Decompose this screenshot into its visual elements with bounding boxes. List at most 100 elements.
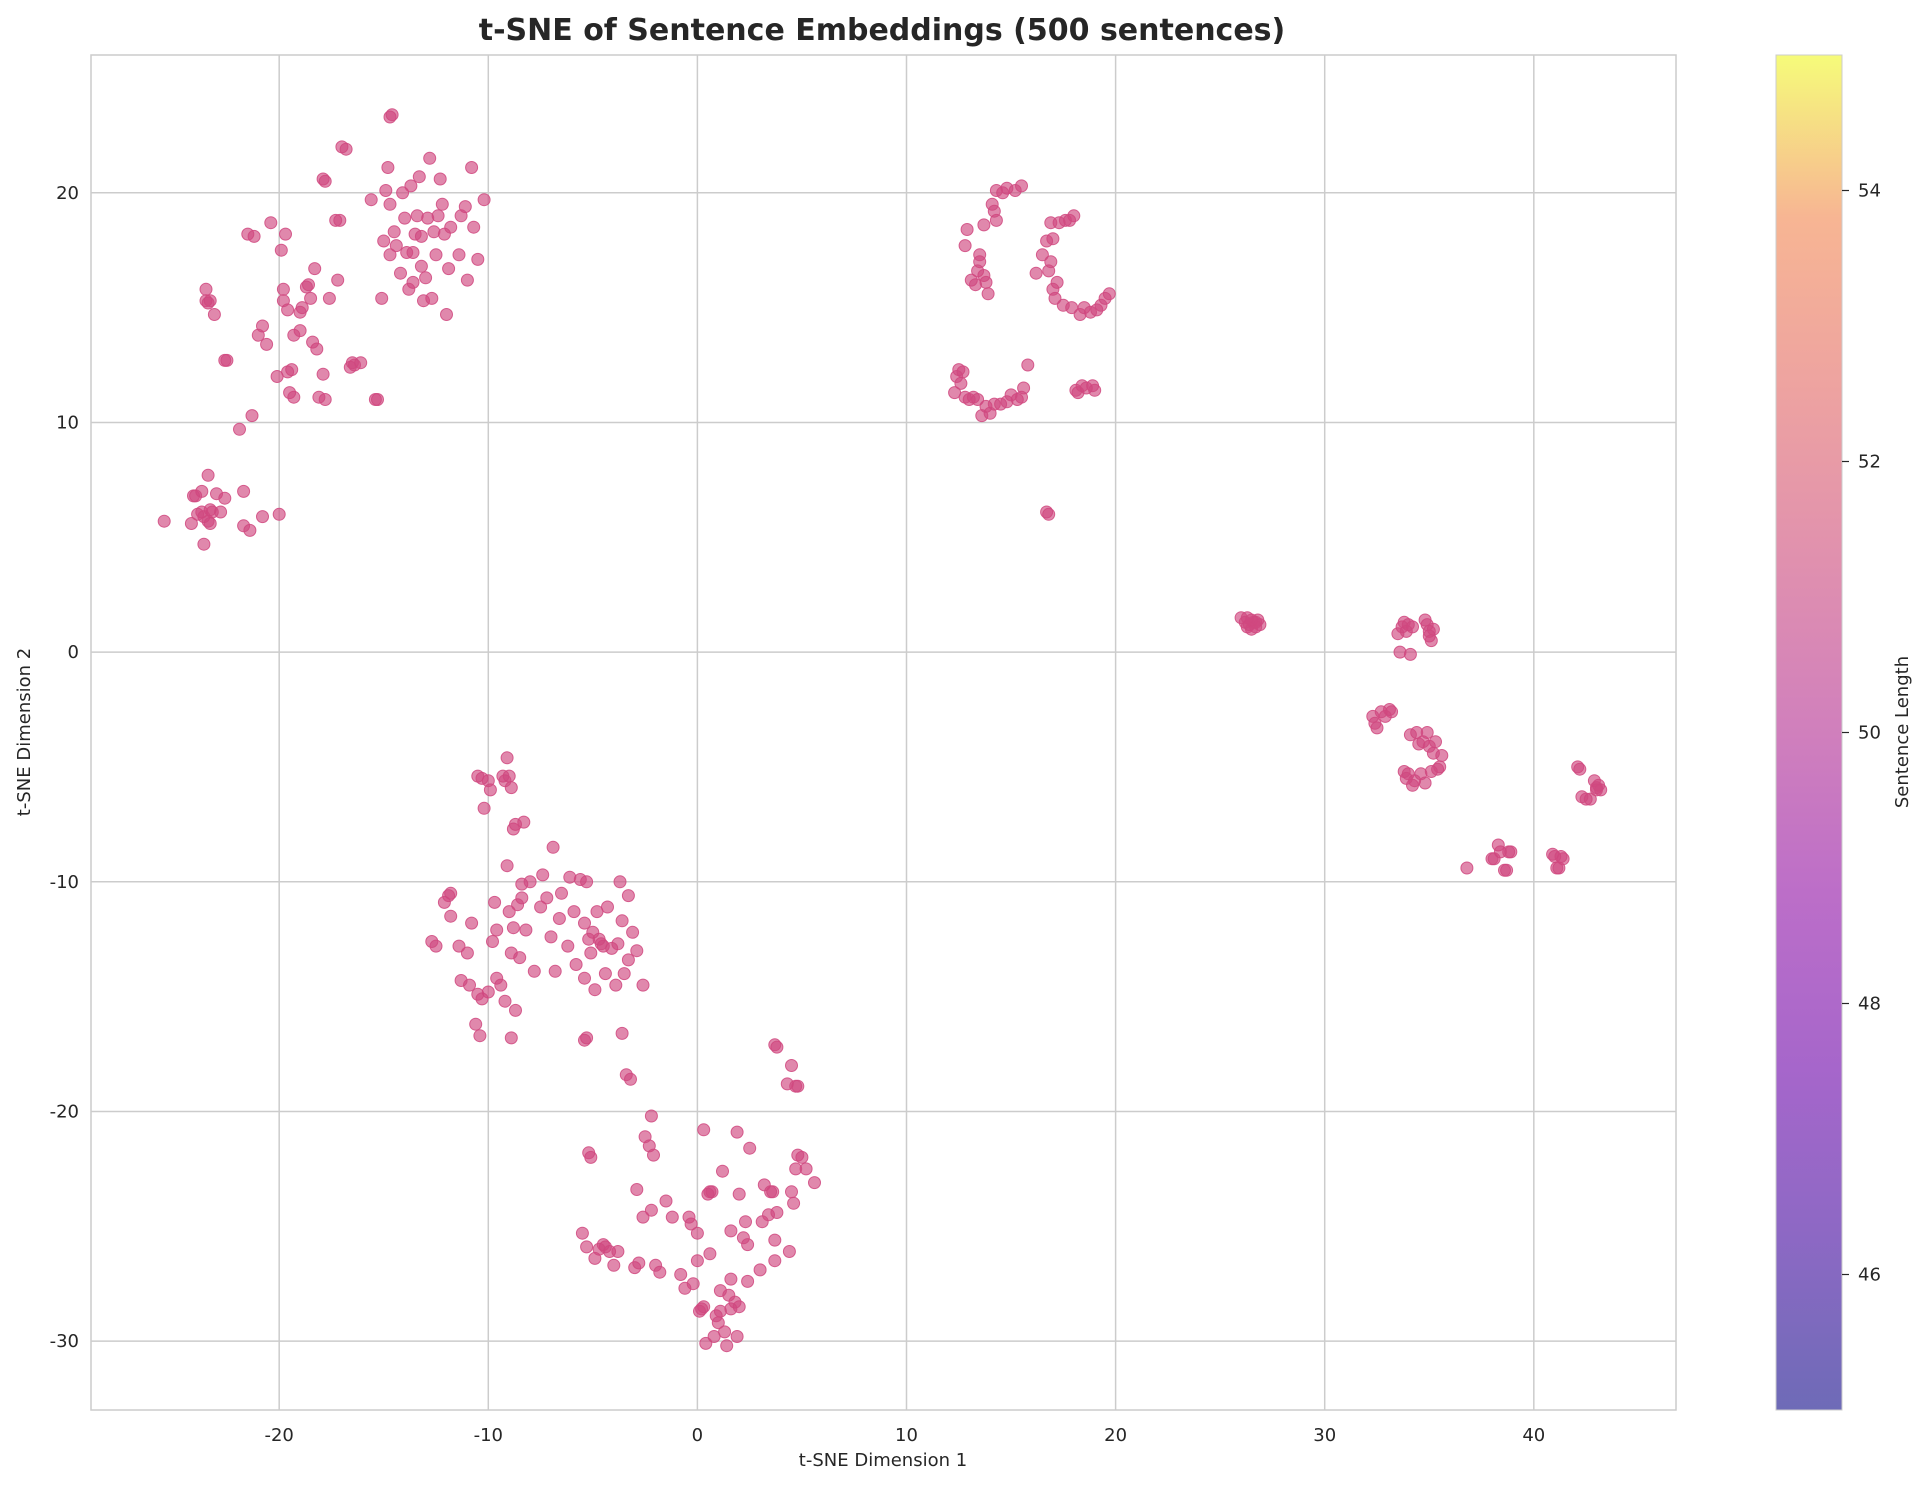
- data-point: [220, 353, 234, 367]
- y-tick-label: -20: [50, 1101, 79, 1122]
- data-point: [607, 1258, 621, 1272]
- data-point: [414, 259, 428, 273]
- data-point: [500, 751, 514, 765]
- data-point: [644, 1203, 658, 1217]
- data-point: [1420, 726, 1434, 739]
- data-point: [546, 840, 560, 854]
- data-point: [465, 161, 479, 174]
- data-point: [785, 1059, 798, 1072]
- data-point: [1015, 179, 1028, 193]
- data-point: [580, 1031, 594, 1045]
- data-point: [452, 939, 466, 953]
- data-point: [233, 422, 246, 436]
- data-point: [293, 324, 307, 338]
- data-point: [795, 1150, 809, 1164]
- data-point: [536, 868, 550, 882]
- data-point: [375, 291, 389, 305]
- data-point: [444, 909, 458, 923]
- data-point: [741, 1238, 755, 1252]
- data-point: [971, 393, 985, 406]
- data-point: [636, 1210, 650, 1224]
- data-point: [398, 211, 412, 225]
- data-point: [1429, 735, 1442, 749]
- data-point: [720, 1339, 734, 1353]
- data-point: [481, 985, 495, 999]
- data-point: [624, 1072, 637, 1086]
- data-point: [440, 308, 453, 321]
- data-point: [214, 505, 228, 519]
- data-point: [387, 225, 401, 239]
- data-point: [414, 229, 428, 243]
- data-point: [433, 172, 447, 186]
- data-point: [956, 365, 970, 379]
- data-point: [770, 1206, 784, 1219]
- data-point: [1368, 716, 1382, 730]
- y-tick-label: -10: [50, 872, 79, 893]
- data-point: [563, 870, 577, 884]
- data-point: [404, 179, 418, 193]
- data-point: [743, 1141, 757, 1155]
- data-point: [251, 328, 265, 342]
- data-point: [1590, 783, 1603, 797]
- data-point: [247, 229, 261, 243]
- data-point: [613, 875, 627, 889]
- data-point: [486, 935, 499, 948]
- data-point: [364, 193, 378, 207]
- data-point: [310, 342, 324, 356]
- data-point: [617, 967, 631, 981]
- data-point: [724, 1224, 738, 1238]
- data-point: [534, 900, 548, 914]
- data-point: [444, 220, 458, 234]
- data-point: [295, 301, 309, 315]
- data-point: [1240, 611, 1254, 625]
- data-point: [256, 510, 269, 524]
- data-point: [611, 1245, 625, 1258]
- data-point: [958, 239, 972, 253]
- data-point: [768, 1233, 782, 1247]
- data-point: [318, 174, 332, 188]
- data-point: [308, 262, 322, 276]
- data-point: [469, 1017, 483, 1031]
- data-point: [203, 517, 217, 530]
- data-point: [276, 282, 290, 296]
- data-point: [1435, 749, 1449, 762]
- data-point: [1460, 861, 1474, 875]
- x-tick-label: 30: [1313, 1425, 1336, 1446]
- data-point: [601, 900, 614, 914]
- data-point: [808, 1176, 821, 1190]
- colorbar-tick-label: 52: [1858, 452, 1881, 473]
- data-point: [621, 889, 635, 903]
- y-tick-label: 0: [68, 642, 79, 663]
- data-point: [697, 1300, 711, 1314]
- data-point: [322, 291, 336, 305]
- data-point: [1021, 358, 1035, 372]
- data-point: [555, 886, 568, 900]
- data-point: [584, 1150, 598, 1164]
- data-point: [1556, 852, 1570, 866]
- data-point: [1504, 845, 1518, 859]
- x-axis-label: t-SNE Dimension 1: [799, 1450, 967, 1471]
- data-point: [739, 1215, 752, 1229]
- colorbar-tick-label: 48: [1858, 994, 1881, 1015]
- data-point: [567, 905, 581, 919]
- data-point: [770, 1040, 784, 1054]
- data-point: [636, 978, 650, 992]
- data-point: [979, 275, 993, 289]
- data-point: [609, 978, 623, 992]
- data-point: [385, 108, 399, 122]
- data-point: [1102, 287, 1116, 301]
- colorbar-tick-label: 46: [1858, 1265, 1881, 1286]
- data-point: [575, 1226, 589, 1240]
- data-point: [527, 964, 541, 978]
- data-point: [513, 951, 527, 965]
- data-point: [423, 151, 437, 165]
- data-point: [506, 921, 520, 935]
- data-point: [381, 161, 395, 174]
- data-point: [1418, 776, 1432, 790]
- axes: -20 -10 0 10 20 30 40 -30 -20 -10 0 10 20: [50, 54, 1677, 1446]
- data-point: [1431, 762, 1445, 776]
- data-point: [753, 1263, 767, 1277]
- data-point: [647, 1148, 660, 1162]
- data-point: [473, 1029, 487, 1043]
- data-point: [500, 859, 514, 873]
